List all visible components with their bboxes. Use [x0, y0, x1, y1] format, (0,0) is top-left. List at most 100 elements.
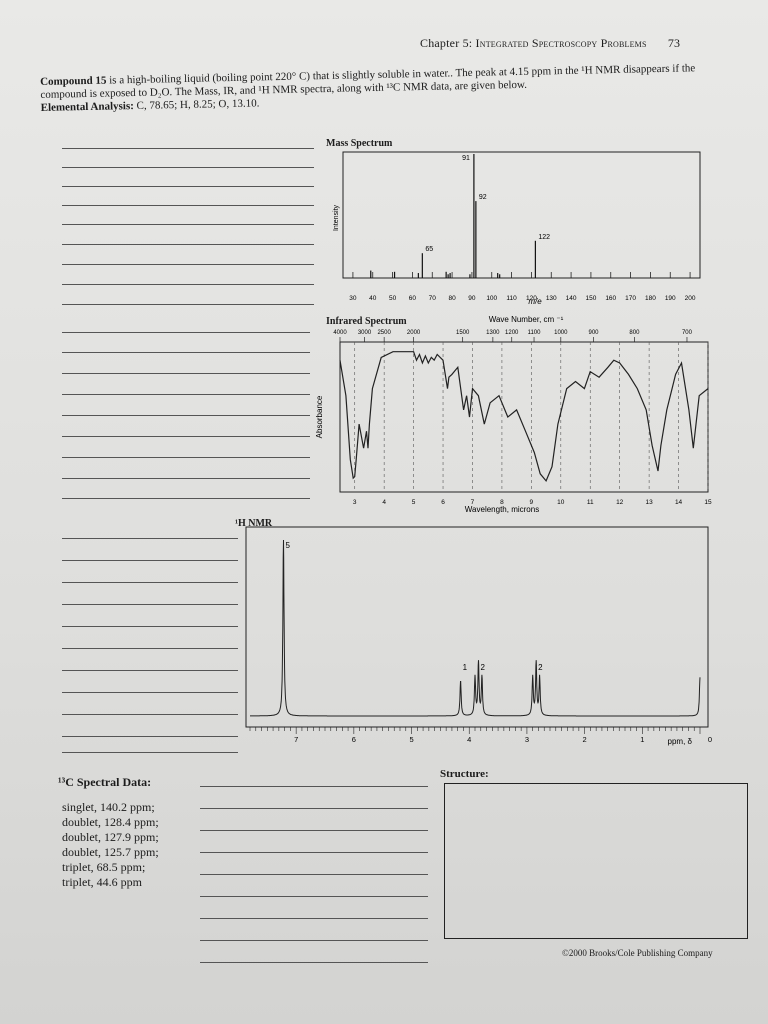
mass-tick-label: 40 [369, 295, 377, 302]
mass-tick-label: 190 [665, 295, 676, 302]
nmr-tick-label: 7 [294, 735, 298, 744]
c13-line: singlet, 140.2 ppm; [62, 800, 155, 814]
ir-micron-tick-label: 7 [471, 499, 475, 506]
ir-wavenumber-ticks: 4000 3000 2500 2000 1500 1300 1200 1100 1000 900 8… [333, 330, 693, 342]
c13-line: doublet, 128.4 ppm; [62, 815, 159, 829]
mass-tick-label: 140 [566, 295, 577, 302]
nmr-tick-label: 6 [352, 735, 356, 744]
nmr-spectrum-line [250, 539, 701, 717]
ir-wavenumber-tick-label: 1200 [505, 330, 519, 336]
c13-data-list: singlet, 140.2 ppm; doublet, 128.4 ppm; … [62, 800, 159, 890]
ir-micron-tick-label: 8 [500, 499, 504, 506]
page-number: 73 [667, 36, 681, 50]
ir-wavenumber-tick-label: 2500 [377, 330, 391, 336]
ir-wavenumber-tick-label: 1500 [456, 330, 470, 336]
mass-tick-label: 160 [605, 295, 616, 302]
mass-xlabel: m/e [528, 297, 542, 306]
mass-peak-labels: 91 92 65 122 [425, 155, 550, 253]
nmr-tick-label: 0 [708, 735, 712, 744]
ir-absorbance-line [339, 351, 709, 483]
nmr-integration-label: 2 [480, 663, 485, 672]
ir-wavenumber-tick-label: 1300 [486, 330, 500, 336]
ir-spectrum-chart: Wave Number, cm ⁻¹ 4000 3000 2500 2000 1500 1… [315, 315, 712, 514]
ir-micron-ticks: 3 4 5 6 7 8 9 10 11 12 13 14 15 [353, 499, 712, 506]
nmr-integration-label: 5 [285, 541, 290, 550]
mass-spectrum-chart: Intensity 30 40 50 60 70 80 90 100 110 120 130 140 1… [333, 151, 701, 306]
nmr-tick-label: 2 [583, 735, 587, 744]
mass-peak-label: 92 [479, 194, 487, 201]
ir-wavenumber-tick-label: 1100 [528, 330, 542, 336]
ir-micron-tick-label: 11 [587, 499, 594, 506]
ir-micron-tick-label: 9 [530, 499, 534, 506]
ir-micron-tick-label: 5 [412, 499, 416, 506]
ir-top-label: Wave Number, cm ⁻¹ [489, 315, 564, 324]
mass-tick-label: 170 [625, 295, 636, 302]
nmr-xlabel: ppm, δ [668, 737, 693, 746]
nmr-tick-label: 1 [640, 735, 644, 744]
nmr-tick-label: 5 [409, 735, 413, 744]
page-header: Chapter 5: Integrated Spectroscopy Probl… [420, 36, 680, 51]
mass-tick-label: 130 [546, 295, 557, 302]
nmr-tick-label: 3 [525, 735, 529, 744]
ir-micron-tick-label: 4 [382, 499, 386, 506]
mass-peak-label: 91 [462, 155, 470, 162]
elemental-analysis-values: C, 78.65; H, 8.25; O, 13.10. [133, 97, 260, 113]
mass-bars [370, 154, 536, 278]
c13-line: doublet, 127.9 ppm; [62, 830, 159, 844]
mass-tick-label: 100 [486, 295, 497, 302]
mass-tick-label: 30 [349, 295, 357, 302]
ir-wavenumber-tick-label: 900 [589, 330, 600, 336]
ir-gridlines [354, 342, 709, 492]
problem-statement: Compound 15 is a high-boiling liquid (bo… [40, 62, 721, 115]
mass-tick-label: 60 [409, 295, 417, 302]
ir-bottom-label: Wavelength, microns [465, 505, 539, 514]
c13-line: triplet, 44.6 ppm [62, 875, 142, 889]
ir-micron-tick-label: 10 [557, 499, 565, 506]
nmr-ppm-ticks: 7 6 5 4 3 2 1 0 [249, 727, 712, 744]
chapter-title: Integrated Spectroscopy Problems [475, 36, 647, 50]
ir-wavenumber-tick-label: 3000 [358, 330, 372, 336]
mass-peak-label: 65 [425, 246, 433, 253]
mass-tick-label: 150 [585, 295, 596, 302]
structure-answer-box[interactable] [444, 783, 748, 939]
ir-wavenumber-tick-label: 1000 [554, 330, 568, 336]
mass-plot-frame [342, 151, 701, 279]
structure-label: Structure: [440, 768, 489, 780]
chapter-number: Chapter 5: [420, 36, 473, 50]
nmr-integrations: 5 1 2 2 [285, 541, 543, 672]
nmr-plot-frame [245, 526, 709, 728]
ir-micron-tick-label: 12 [616, 499, 624, 506]
c13-line: triplet, 68.5 ppm; [62, 860, 146, 874]
nmr-tick-label: 4 [467, 735, 471, 744]
ir-plot-frame [339, 341, 709, 493]
ir-wavenumber-tick-label: 2000 [407, 330, 421, 336]
mass-tick-label: 180 [645, 295, 656, 302]
mass-tick-label: 50 [389, 295, 397, 302]
mass-peak-label: 122 [538, 234, 550, 241]
mass-tick-label: 200 [685, 295, 696, 302]
ir-micron-tick-label: 13 [646, 499, 654, 506]
ir-micron-tick-label: 6 [441, 499, 445, 506]
mass-x-ticks: 30 40 50 60 70 80 90 100 110 120 130 140 150 160 170 18… [349, 272, 696, 302]
ir-wavenumber-tick-label: 4000 [333, 330, 347, 336]
ir-wavenumber-tick-label: 800 [629, 330, 640, 336]
compound-name: Compound 15 [40, 74, 107, 88]
elemental-analysis-label: Elemental Analysis: [40, 100, 134, 114]
ir-micron-tick-label: 15 [704, 499, 712, 506]
ir-micron-tick-label: 14 [675, 499, 683, 506]
mass-ylabel: Intensity [333, 204, 340, 231]
mass-tick-label: 110 [506, 295, 517, 302]
c13-title: ¹³C Spectral Data: [58, 775, 152, 789]
c13-line: doublet, 125.7 ppm; [62, 845, 159, 859]
ir-ylabel: Absorbance [315, 395, 324, 438]
mass-tick-label: 90 [468, 295, 476, 302]
mass-spectrum-label: Mass Spectrum [326, 138, 393, 149]
nmr-integration-label: 1 [463, 663, 468, 672]
ir-micron-tick-label: 3 [353, 499, 357, 506]
nmr-chart: 5 1 2 2 7 6 5 4 3 2 1 0 ppm, δ [245, 526, 712, 746]
mass-tick-label: 70 [429, 295, 437, 302]
copyright-notice: ©2000 Brooks/Cole Publishing Company [562, 948, 713, 958]
nmr-label: ¹H NMR [235, 518, 273, 529]
ir-wavenumber-tick-label: 700 [682, 330, 693, 336]
